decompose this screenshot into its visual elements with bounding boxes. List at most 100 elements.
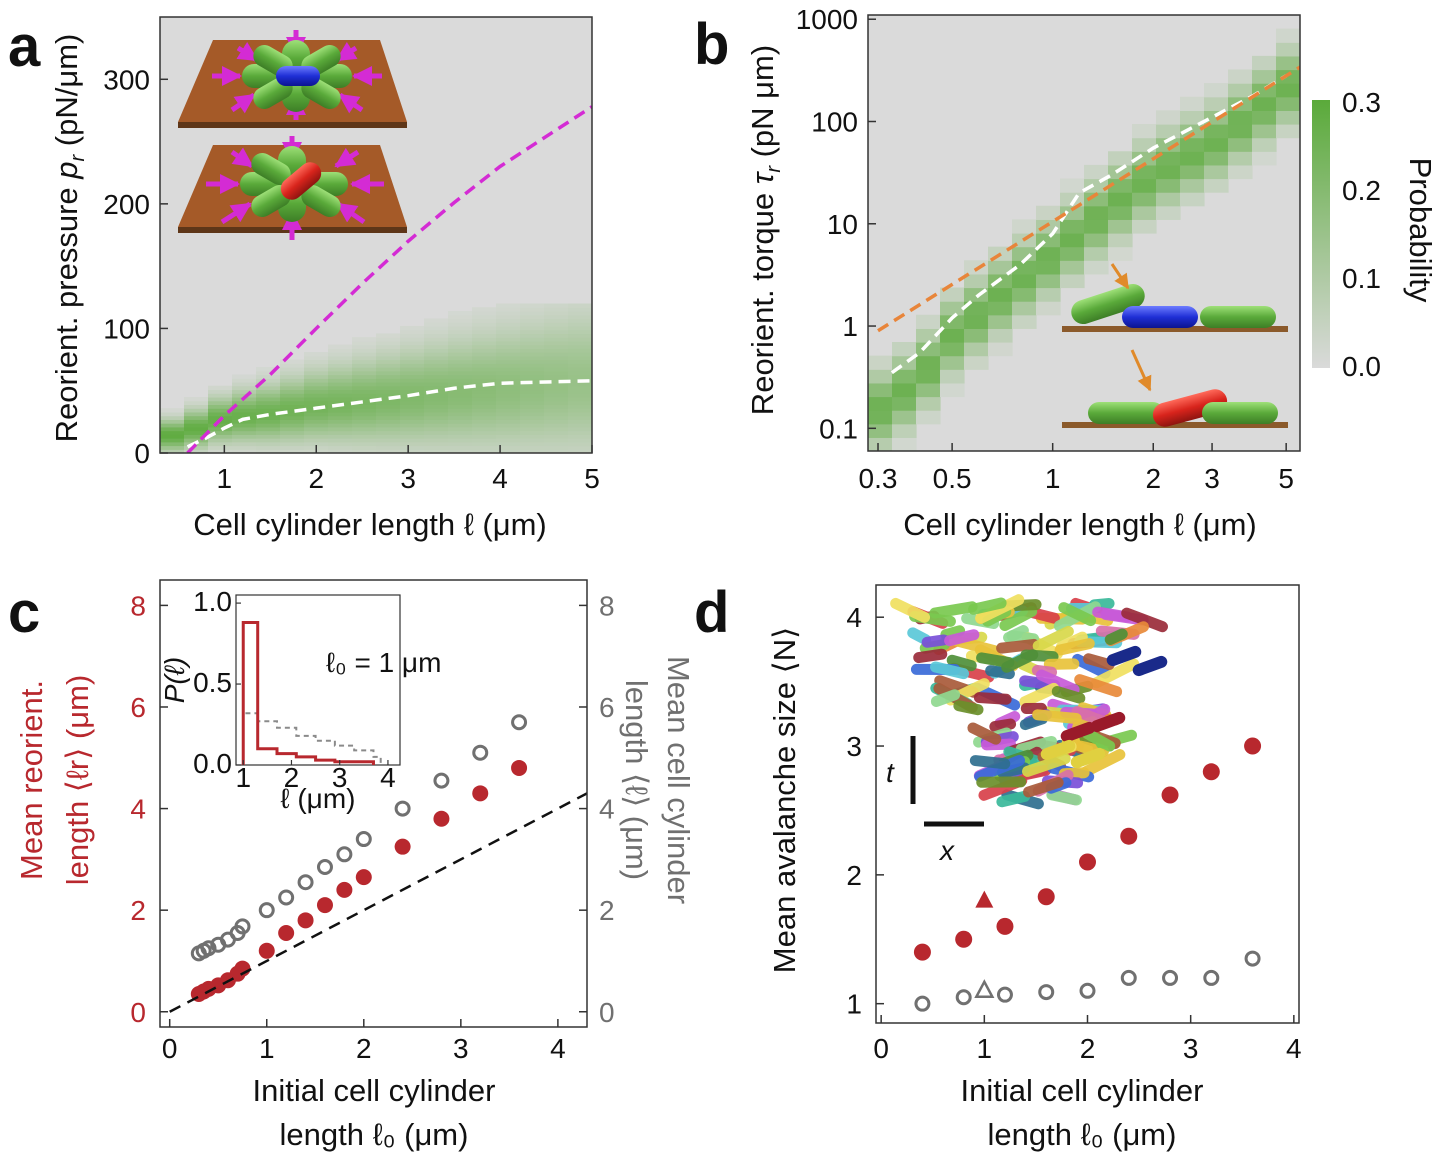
heatmap-cell xyxy=(496,344,521,349)
heatmap-cell xyxy=(232,430,257,435)
heatmap-cell xyxy=(424,337,449,342)
x-tick-label: 0.3 xyxy=(859,463,898,494)
cell-shape xyxy=(1040,739,1076,761)
heatmap-cell xyxy=(472,378,497,383)
colorbar-tick: 0.0 xyxy=(1342,351,1381,382)
heatmap-cell xyxy=(352,449,377,453)
heatmap-cell xyxy=(496,404,521,409)
cell-shape xyxy=(929,601,978,619)
heatmap-cell xyxy=(1180,110,1205,125)
heatmap-cell xyxy=(472,411,497,417)
heatmap-cell xyxy=(544,303,569,308)
y-tick-label: 10 xyxy=(827,209,858,240)
heatmap-cell xyxy=(868,382,893,398)
heatmap-cell xyxy=(544,408,569,413)
y-tick-label-left: 6 xyxy=(130,692,146,723)
heatmap-cell xyxy=(1060,273,1085,289)
heatmap-cell xyxy=(544,389,569,394)
heatmap-cell xyxy=(352,434,377,439)
heatmap-cell xyxy=(448,314,473,320)
heatmap-cell xyxy=(424,352,449,357)
heatmap-cell xyxy=(1036,205,1061,220)
heatmap-cell xyxy=(472,438,497,443)
heatmap-cell xyxy=(544,314,569,320)
heatmap-cell xyxy=(352,378,377,383)
data-point-filled xyxy=(316,897,333,914)
heatmap-cell xyxy=(1060,192,1085,207)
data-point-filled xyxy=(297,912,314,929)
heatmap-cell xyxy=(400,445,425,450)
heatmap-cell xyxy=(400,438,425,443)
heatmap-cell xyxy=(352,419,377,424)
heatmap-cell xyxy=(448,419,473,424)
data-point-filled xyxy=(258,942,275,959)
heatmap-cell xyxy=(1276,42,1300,57)
x-scale-label: x xyxy=(938,835,955,866)
heatmap-cell xyxy=(448,430,473,435)
heatmap-cell xyxy=(868,437,893,451)
heatmap-cell xyxy=(328,449,353,453)
heatmap-cell xyxy=(568,337,592,342)
heatmap-cell xyxy=(520,310,545,316)
heatmap-cell xyxy=(160,438,185,443)
data-point-filled xyxy=(1244,737,1262,755)
heatmap-cell xyxy=(400,378,425,383)
heatmap-cell xyxy=(400,396,425,402)
cell-shape xyxy=(1090,711,1126,733)
heatmap-cell xyxy=(472,307,497,312)
heatmap-cell xyxy=(160,445,185,450)
heatmap-cell xyxy=(232,381,257,387)
heatmap-cell xyxy=(232,411,257,417)
heatmap-cell xyxy=(184,411,209,417)
panel-c-frame xyxy=(159,579,588,1028)
heatmap-cell xyxy=(160,430,185,435)
data-point-open xyxy=(200,940,217,957)
x-tick-label: 2 xyxy=(1145,463,1161,494)
panel-a-xlabel: Cell cylinder length ℓ (μm) xyxy=(193,507,547,542)
y-tick-label: 1 xyxy=(846,989,862,1020)
heatmap-cell xyxy=(376,337,401,342)
heatmap-cell xyxy=(1012,260,1037,275)
heatmap-cell xyxy=(544,385,569,391)
heatmap-cell xyxy=(328,438,353,443)
heatmap-cell xyxy=(568,385,592,391)
heatmap-cell xyxy=(376,426,401,432)
heatmap-cell xyxy=(568,415,592,420)
heatmap-cell xyxy=(916,342,941,357)
heatmap-cell xyxy=(400,340,425,346)
cell-shape xyxy=(913,648,948,664)
heatmap-cell xyxy=(544,352,569,357)
data-point-open xyxy=(336,846,353,863)
data-point-open xyxy=(234,918,251,935)
heatmap-cell xyxy=(424,445,449,450)
heatmap-cell xyxy=(472,400,497,406)
x-tick-label: 5 xyxy=(1278,463,1294,494)
data-point-filled xyxy=(394,838,411,855)
heatmap-cell xyxy=(400,337,425,342)
inset-ticks: 1 2 3 4 0.0 0.5 1.0 xyxy=(193,586,396,793)
panel-b-frame xyxy=(867,14,1301,452)
panel-d-series xyxy=(913,737,1262,1012)
heatmap-cell xyxy=(892,369,917,384)
heatmap-cell xyxy=(304,381,329,387)
heatmap-cell xyxy=(916,396,941,411)
heatmap-cell xyxy=(400,389,425,394)
heatmap-cell xyxy=(544,337,569,342)
heatmap-cell xyxy=(1132,192,1157,207)
heatmap-cell xyxy=(232,419,257,424)
heatmap-cell xyxy=(256,430,281,435)
panel-c-xlabel-line1: Initial cell cylinder xyxy=(253,1073,496,1108)
heatmap-cell xyxy=(376,415,401,420)
panel-d-label: d xyxy=(694,580,729,645)
heatmap-cell xyxy=(544,400,569,406)
heatmap-cell xyxy=(424,415,449,420)
t-scale-label: t xyxy=(886,757,895,788)
heatmap-cell xyxy=(544,340,569,346)
heatmap-cell xyxy=(304,423,329,428)
x-tick-label: 3 xyxy=(1183,1033,1199,1064)
heatmap-cell xyxy=(1084,233,1109,248)
heatmap-cell xyxy=(184,404,209,409)
heatmap-cell xyxy=(1180,124,1205,139)
heatmap-cell xyxy=(916,328,941,343)
